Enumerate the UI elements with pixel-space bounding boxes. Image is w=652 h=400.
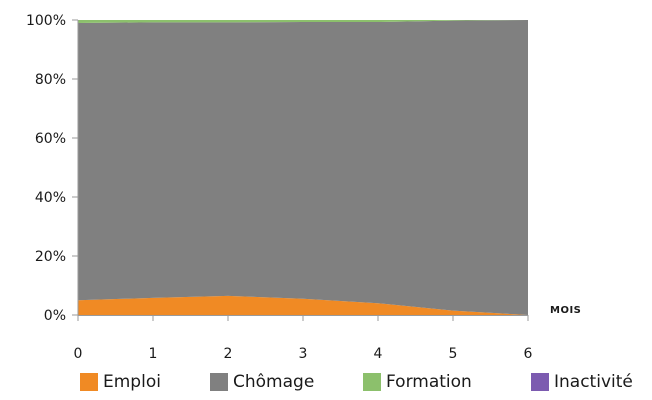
legend-label: Emploi <box>103 372 161 392</box>
x-tick-label: 0 <box>74 346 83 362</box>
x-tick-label: 3 <box>299 346 308 362</box>
legend-item: Inactivité <box>531 372 633 392</box>
y-tick-label: 0% <box>44 308 66 324</box>
chart-areas <box>78 20 528 315</box>
x-tick-label: 5 <box>449 346 458 362</box>
x-tick-label: 4 <box>374 346 383 362</box>
legend-item: Emploi <box>80 372 161 392</box>
area-series-1 <box>78 20 528 315</box>
legend-swatch <box>80 373 98 391</box>
legend-swatch <box>363 373 381 391</box>
y-axis-ticks: 0% 20% 40% 60% 80% 100% <box>26 13 66 324</box>
x-tick-label: 6 <box>524 346 533 362</box>
x-axis-ticks: 0 1 2 3 4 5 6 <box>74 346 533 362</box>
legend-swatch <box>531 373 549 391</box>
legend-label: Chômage <box>233 372 315 392</box>
y-tick-label: 20% <box>35 249 66 265</box>
area-series-2 <box>78 20 528 23</box>
chart-plot: 0% 20% 40% 60% 80% 100% 0 1 2 3 4 5 6 MOIS <box>26 13 581 362</box>
legend-label: Formation <box>386 372 472 392</box>
y-tick-label: 80% <box>35 72 66 88</box>
x-axis-unit: MOIS <box>550 305 581 316</box>
y-tick-label: 60% <box>35 131 66 147</box>
area-series-0 <box>78 295 528 315</box>
chart-axes <box>72 19 529 321</box>
legend-swatch <box>210 373 228 391</box>
legend-label: Inactivité <box>554 372 633 392</box>
y-tick-label: 100% <box>26 13 66 29</box>
x-tick-label: 1 <box>149 346 158 362</box>
x-tick-label: 2 <box>224 346 233 362</box>
chart-legend: Emploi Chômage Formation Inactivité <box>0 372 652 400</box>
legend-item: Formation <box>363 372 472 392</box>
legend-item: Chômage <box>210 372 314 392</box>
y-tick-label: 40% <box>35 190 66 206</box>
